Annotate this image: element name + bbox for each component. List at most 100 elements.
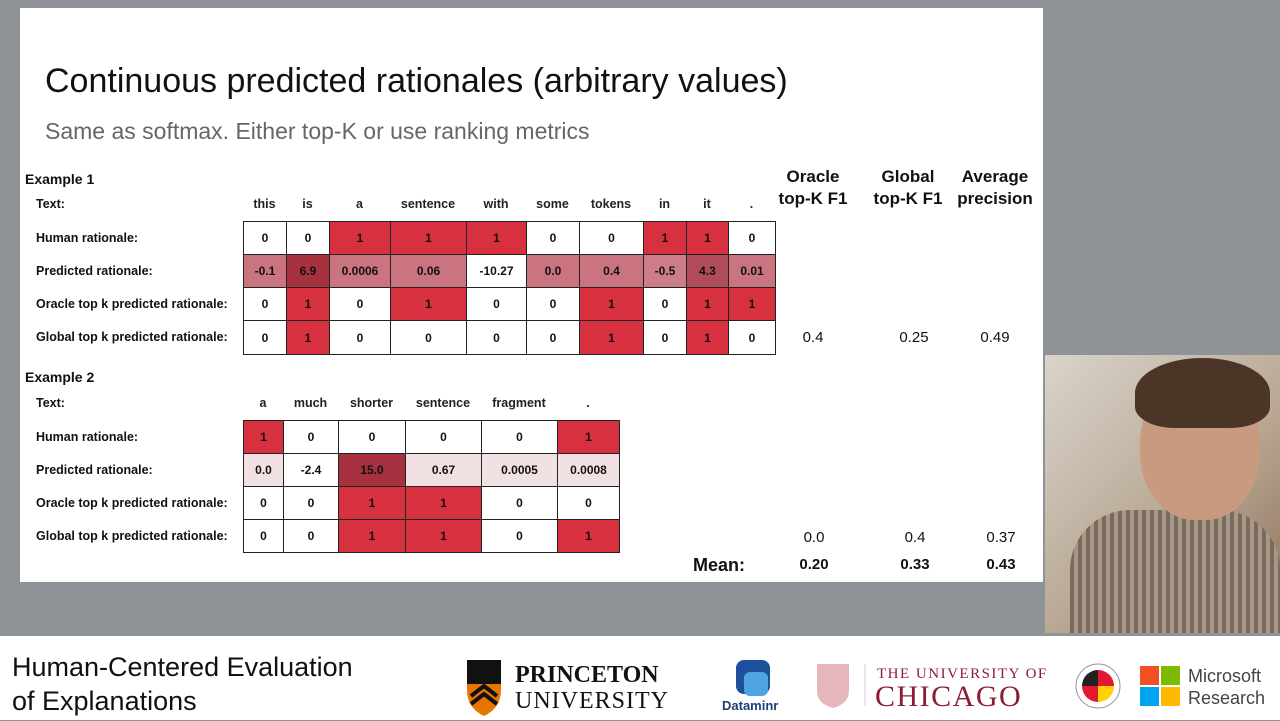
ex1-global-f1: 0.25	[899, 329, 929, 346]
global-cell: 0	[643, 320, 687, 355]
human-cell: 0	[481, 420, 558, 454]
global-cell: 0	[243, 320, 287, 355]
token-8: it	[703, 197, 711, 211]
predicted-cell: -10.27	[466, 254, 527, 288]
row-label-oracle: Oracle top k predicted rationale:	[36, 496, 228, 510]
ex1-avg-precision: 0.49	[980, 329, 1010, 346]
header-average-precision: Average precision	[957, 167, 1033, 208]
human-cell: 1	[466, 221, 527, 255]
token-4: fragment	[492, 396, 546, 410]
row-label-human: Human rationale:	[36, 231, 139, 245]
predicted-cell: -0.5	[643, 254, 687, 288]
footer-title: Human-Centered Evaluation of Explanations	[12, 652, 353, 716]
header-oracle-f1: Oracle top-K F1	[778, 167, 848, 208]
ex1-oracle-f1: 0.4	[802, 329, 824, 346]
predicted-cell: 0.0005	[481, 453, 558, 487]
token-5: .	[586, 396, 590, 410]
human-cell: 0	[579, 221, 644, 255]
example-label: Example 1	[25, 171, 95, 187]
oracle-cell: 0	[243, 486, 284, 520]
token-2: shorter	[349, 396, 394, 410]
oracle-cell: 0	[466, 287, 527, 321]
global-cell: 0	[329, 320, 391, 355]
microsoft-research-logo: Microsoft Research	[1140, 664, 1280, 715]
row-label-predicted: Predicted rationale:	[36, 264, 153, 278]
global-cell: 0	[243, 519, 284, 553]
human-cell: 1	[643, 221, 687, 255]
oracle-cell: 1	[686, 287, 729, 321]
oracle-cell: 1	[338, 486, 406, 520]
row-label-predicted: Predicted rationale:	[36, 463, 153, 477]
human-cell: 0	[286, 221, 330, 255]
global-cell: 0	[728, 320, 776, 355]
oracle-cell: 0	[557, 486, 620, 520]
token-4: with	[483, 197, 509, 211]
global-cell: 0	[481, 519, 558, 553]
oracle-cell: 1	[405, 486, 482, 520]
uchicago-logo: THE UNIVERSITY OF CHICAGO	[815, 660, 1055, 715]
predicted-cell: -2.4	[283, 453, 339, 487]
human-cell: 0	[338, 420, 406, 454]
global-cell: 1	[338, 519, 406, 553]
header-global-f1: Global top-K F1	[873, 167, 943, 208]
svg-text:Dataminr: Dataminr	[722, 698, 778, 713]
global-cell: 1	[286, 320, 330, 355]
predicted-cell: -0.1	[243, 254, 287, 288]
human-cell: 0	[283, 420, 339, 454]
human-cell: 0	[526, 221, 580, 255]
token-5: some	[536, 197, 569, 211]
ex2-avg-precision: 0.37	[986, 529, 1016, 546]
human-cell: 1	[557, 420, 620, 454]
human-cell: 0	[243, 221, 287, 255]
speaker-hair	[1135, 358, 1270, 428]
mean-oracle-f1: 0.20	[799, 556, 829, 573]
predicted-cell: 4.3	[686, 254, 729, 288]
global-cell: 1	[686, 320, 729, 355]
global-cell: 0	[466, 320, 527, 355]
global-cell: 1	[557, 519, 620, 553]
speaker-shirt	[1070, 510, 1280, 633]
svg-text:Microsoft: Microsoft	[1188, 666, 1261, 686]
oracle-cell: 0	[643, 287, 687, 321]
token-6: tokens	[590, 197, 632, 211]
row-label-oracle: Oracle top k predicted rationale:	[36, 297, 228, 311]
token-0: a	[259, 396, 267, 410]
princeton-logo: PRINCETON UNIVERSITY	[463, 656, 698, 721]
predicted-cell: 0.0	[243, 453, 284, 487]
predicted-cell: 0.0006	[329, 254, 391, 288]
predicted-cell: 0.4	[579, 254, 644, 288]
svg-text:Research: Research	[1188, 688, 1265, 708]
dataminr-logo: Dataminr	[720, 656, 795, 719]
svg-text:THE UNIVERSITY OF: THE UNIVERSITY OF	[877, 666, 1048, 682]
token-3: sentence	[415, 396, 471, 410]
human-cell: 1	[686, 221, 729, 255]
token-3: sentence	[400, 197, 456, 211]
maryland-seal-logo	[1074, 662, 1124, 717]
token-9: .	[749, 197, 754, 211]
oracle-cell: 1	[579, 287, 644, 321]
oracle-cell: 0	[283, 486, 339, 520]
oracle-cell: 0	[481, 486, 558, 520]
token-7: in	[658, 197, 671, 211]
oracle-cell: 1	[728, 287, 776, 321]
footer-banner	[0, 636, 1280, 720]
row-label-global: Global top k predicted rationale:	[36, 529, 228, 543]
slide-subtitle: Same as softmax. Either top-K or use ran…	[45, 118, 590, 144]
row-label-text: Text:	[36, 197, 65, 211]
predicted-cell: 0.01	[728, 254, 776, 288]
mean-avg-precision: 0.43	[986, 556, 1016, 573]
oracle-cell: 0	[329, 287, 391, 321]
human-cell: 1	[329, 221, 391, 255]
slide-title: Continuous predicted rationales (arbitra…	[45, 62, 788, 100]
row-label-global: Global top k predicted rationale:	[36, 330, 228, 344]
predicted-cell: 0.0008	[557, 453, 620, 487]
human-cell: 1	[243, 420, 284, 454]
global-cell: 1	[405, 519, 482, 553]
oracle-cell: 1	[286, 287, 330, 321]
global-cell: 0	[283, 519, 339, 553]
svg-text:UNIVERSITY: UNIVERSITY	[515, 688, 669, 714]
global-cell: 1	[579, 320, 644, 355]
predicted-cell: 0.0	[526, 254, 580, 288]
human-cell: 0	[405, 420, 482, 454]
mean-label: Mean:	[693, 555, 746, 575]
